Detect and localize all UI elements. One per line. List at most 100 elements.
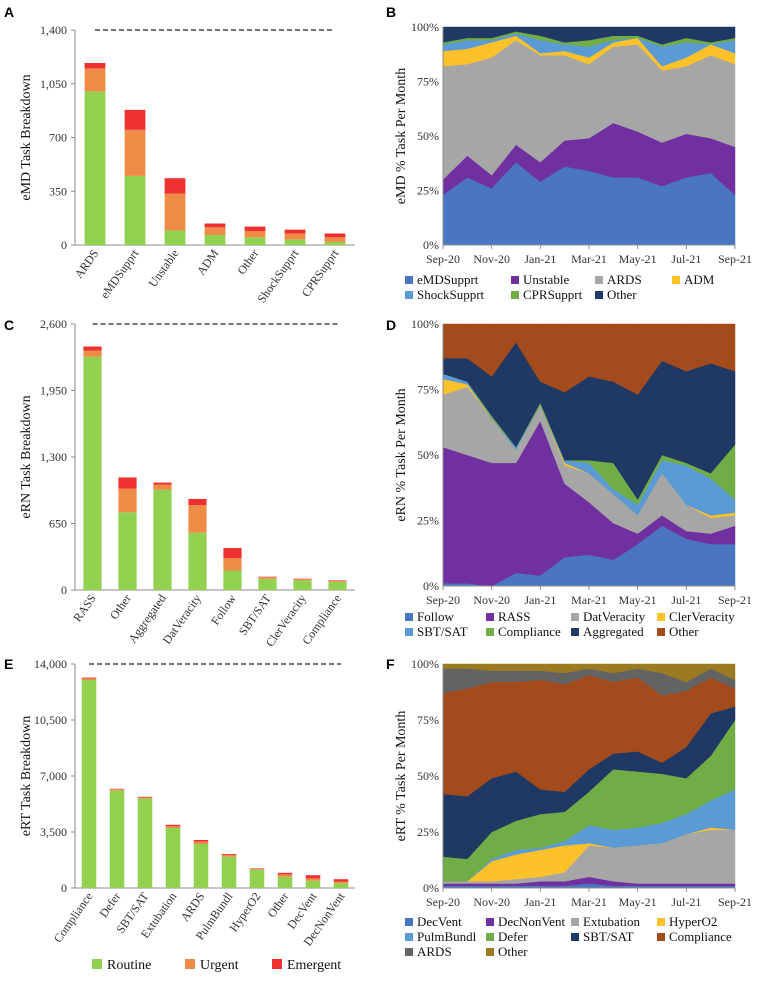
bar-pulmbundl-urgent	[221, 855, 237, 857]
x-tick-label: Other	[264, 890, 291, 920]
x-tick-label: Sep-20	[426, 593, 460, 607]
y-tick-label: 50%	[417, 129, 439, 143]
bar-extubation-urgent	[165, 826, 181, 828]
bar-decvent-urgent	[305, 878, 321, 881]
panel-label-e: E	[4, 656, 13, 672]
bar-decnonvent-urgent	[333, 881, 349, 884]
y-tick-label: 100%	[411, 317, 439, 331]
y-tick-label: 2,600	[40, 317, 67, 331]
bar-sbt-sat-urgent	[137, 797, 153, 799]
legend-label-hypero2: HyperO2	[669, 914, 717, 929]
y-axis-label: eRN % Task Per Month	[394, 388, 409, 521]
bar-other-emergent	[118, 477, 137, 489]
x-tick-label: Nov-20	[473, 895, 510, 909]
bar-adm-urgent	[204, 227, 226, 236]
bar-shocksupprt-urgent	[284, 233, 306, 240]
y-tick-label: 350	[49, 184, 67, 198]
legend-swatch-shocksupprt	[405, 291, 413, 299]
bar-datveracity-emergent	[188, 498, 207, 506]
bar-cprsupprt-emergent	[324, 233, 346, 238]
y-tick-label: 0%	[423, 579, 439, 593]
y-tick-label: 1,400	[40, 23, 67, 37]
bar-other-routine	[118, 512, 137, 590]
bar-compliance-routine	[81, 680, 97, 888]
legend-swatch-defer	[486, 933, 494, 941]
area-other	[442, 323, 736, 396]
bar-aggregated-emergent	[153, 482, 172, 485]
legend-swatch-decnonvent	[486, 918, 494, 926]
x-tick-label: Sep-20	[426, 252, 460, 266]
bar-compliance-emergent	[328, 580, 347, 581]
x-tick-label: Mar-21	[571, 593, 607, 607]
y-axis-label: eRT Task Breakdown	[19, 716, 34, 837]
chart-b: 0% 25% 50% 75% 100% Sep-20 Nov-20 Jan-21 Mar-21 M…	[394, 20, 752, 302]
legend-label-ards: ARDS	[607, 272, 642, 287]
legend-swatch-other	[486, 948, 494, 956]
bottom-legend: Routine Urgent Emergent	[92, 958, 341, 973]
x-tick-label: eMDSupprt	[97, 246, 141, 301]
legend-label-pulmbundl: PulmBundl	[417, 929, 477, 944]
bar-ards-routine	[193, 844, 209, 888]
legend-label-other: Other	[498, 944, 528, 959]
y-tick-label: 3,500	[40, 825, 67, 839]
legend-swatch-other	[595, 291, 603, 299]
bar-other-urgent	[277, 874, 293, 877]
area-other	[442, 26, 736, 45]
bottom-legend-swatch-routine	[92, 959, 102, 969]
bar-datveracity-routine	[188, 532, 207, 590]
bar-ards-emergent	[84, 63, 106, 69]
bar-decnonvent-routine	[333, 883, 349, 888]
x-tick-label: Sep-20	[426, 895, 460, 909]
x-tick-label: ShockSupprt	[254, 246, 301, 305]
y-tick-label: 10,500	[34, 713, 67, 727]
x-tick-label: Defer	[96, 890, 123, 920]
bar-hypero2-routine	[249, 869, 265, 888]
bar-other-urgent	[244, 231, 266, 238]
y-tick-label: 100%	[411, 20, 439, 34]
bottom-legend-label-emergent: Emergent	[287, 958, 341, 973]
chart-f: 0% 25% 50% 75% 100% Sep-20 Nov-20 Jan-21 Mar-21 M…	[394, 657, 752, 959]
bar-clerveracity-routine	[293, 580, 312, 590]
legend-swatch-aggregated	[571, 628, 579, 636]
bar-cprsupprt-routine	[324, 241, 346, 245]
x-tick-label: Nov-20	[473, 252, 510, 266]
x-tick-label: Jan-21	[524, 252, 556, 266]
legend-f: DecVent DecNonVent Extubation HyperO2 PulmBu…	[405, 914, 732, 959]
y-tick-label: 25%	[417, 514, 439, 528]
x-tick-label: May-21	[619, 895, 657, 909]
bar-pulmbundl-emergent	[221, 854, 237, 856]
panel-label-c: C	[4, 317, 14, 333]
legend-swatch-datveracity	[571, 613, 579, 621]
bar-decvent-emergent	[305, 875, 321, 879]
x-tick-label: Jan-21	[524, 895, 556, 909]
legend-swatch-pulmbundl	[405, 933, 413, 941]
bar-compliance-emergent	[81, 677, 97, 679]
bar-adm-emergent	[204, 223, 226, 228]
bar-sbt-sat-routine	[258, 578, 277, 590]
bar-ards-emergent	[193, 840, 209, 842]
legend-swatch-compliance	[486, 628, 494, 636]
bottom-legend-swatch-emergent	[272, 959, 282, 969]
x-tick-label: Sep-21	[718, 252, 752, 266]
panel-label-f: F	[386, 656, 395, 672]
chart-a: 0 350 700 1,050 1,400 eMD Task Breakdown ARDSe…	[19, 23, 355, 306]
x-tick-label: Jul-21	[671, 593, 701, 607]
legend-label-adm: ADM	[684, 272, 715, 287]
y-axis-label: eMD Task Breakdown	[19, 74, 34, 200]
bar-emdsupprt-routine	[124, 175, 146, 245]
y-tick-label: 75%	[417, 75, 439, 89]
x-tick-label: Jan-21	[524, 593, 556, 607]
y-tick-label: 50%	[417, 769, 439, 783]
legend-swatch-other	[657, 628, 665, 636]
legend-swatch-cprsupprt	[511, 291, 519, 299]
legend-b: eMDSupprt Unstable ARDS ADM ShockSupprt CPRSu…	[405, 272, 715, 302]
legend-label-compliance: Compliance	[669, 929, 732, 944]
bar-clerveracity-emergent	[293, 578, 312, 580]
x-tick-label: SBT/SAT	[236, 591, 275, 638]
bar-shocksupprt-routine	[284, 239, 306, 245]
bar-ards-urgent	[84, 68, 106, 92]
legend-label-other: Other	[669, 624, 699, 639]
bar-rass-routine	[83, 356, 102, 590]
bar-rass-urgent	[83, 350, 102, 357]
